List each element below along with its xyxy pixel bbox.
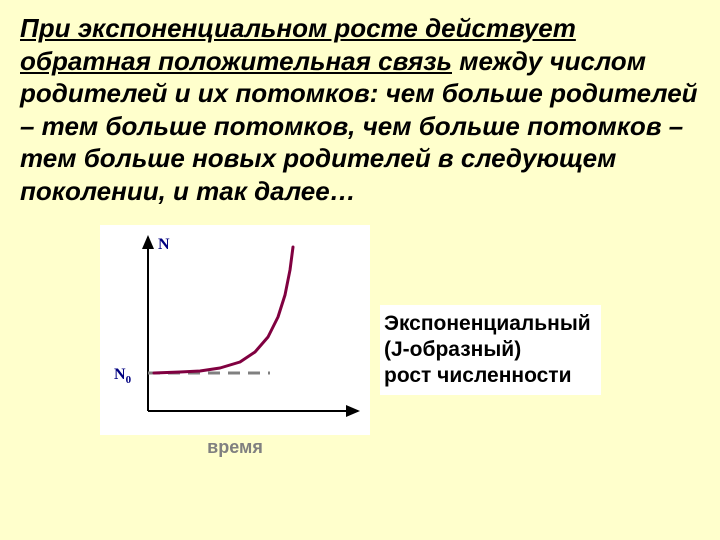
chart-caption: Экспоненциальный (J-образный) рост числе… xyxy=(380,305,601,396)
x-axis-label: время xyxy=(100,437,370,458)
caption-line-3: рост численности xyxy=(384,363,591,389)
exponential-chart: NN0 xyxy=(100,225,370,435)
figure-area: NN0 Экспоненциальный (J-образный) рост ч… xyxy=(20,225,700,435)
slide-heading: При экспоненциальном росте действует обр… xyxy=(20,12,700,207)
caption-line-2: (J-образный) xyxy=(384,337,591,363)
caption-line-1: Экспоненциальный xyxy=(384,311,591,337)
svg-text:N: N xyxy=(158,236,170,253)
